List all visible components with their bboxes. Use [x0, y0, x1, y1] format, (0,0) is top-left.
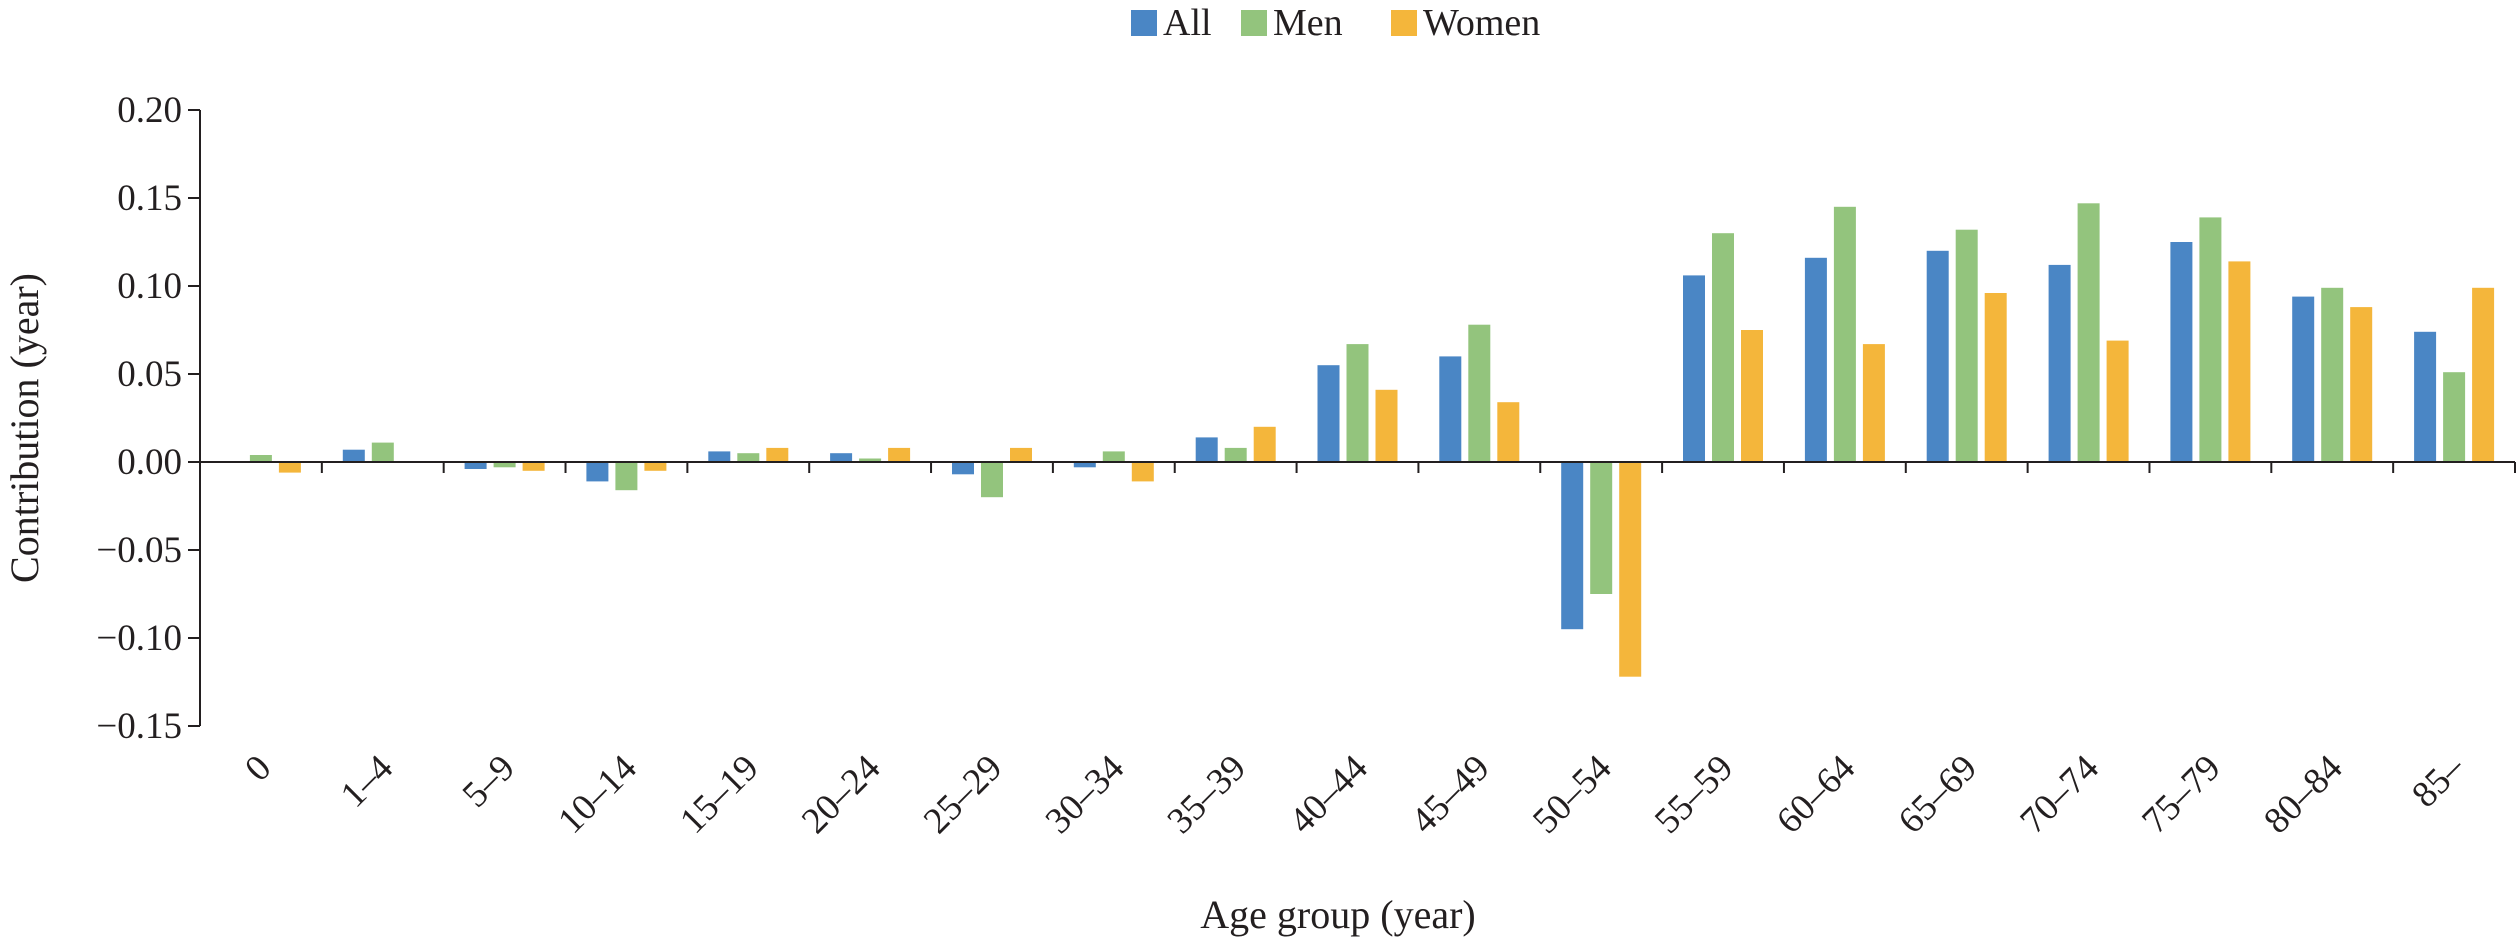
x-tick-label: 70–74 [2013, 747, 2107, 841]
x-tick-label: 50–54 [1525, 747, 1619, 841]
bar-men-4 [737, 453, 760, 462]
bar-men-12 [1712, 233, 1734, 462]
bar-women-8 [1253, 426, 1276, 462]
y-tick-label: 0.05 [117, 354, 182, 395]
bar-men-16 [2199, 217, 2222, 462]
legend-swatch-women [1391, 10, 1417, 36]
bar-all-14 [1926, 250, 1949, 462]
y-tick-label: 0.10 [117, 266, 182, 307]
bar-all-9 [1317, 365, 1340, 462]
x-tick-label: 0 [237, 747, 279, 789]
bar-all-10 [1439, 356, 1462, 462]
legend: All Men Women [1131, 2, 1540, 44]
bar-women-7 [1131, 462, 1154, 482]
y-tick-label: −0.10 [96, 618, 182, 659]
legend-swatch-all [1131, 10, 1157, 36]
y-axis-title: Contribution (year) [2, 273, 47, 583]
bar-men-14 [1955, 229, 1978, 462]
y-tick-label: 0.00 [117, 442, 182, 483]
bar-men-18 [2443, 372, 2466, 462]
bar-men-2 [493, 462, 516, 468]
bar-all-6 [952, 462, 974, 475]
bars [220, 203, 2495, 677]
x-tick-label: 30–34 [1038, 747, 1132, 841]
bar-women-10 [1497, 402, 1520, 462]
bar-women-6 [1010, 447, 1032, 462]
x-tick-label: 35–39 [1160, 747, 1254, 841]
x-tick-label: 60–64 [1769, 747, 1863, 841]
bar-men-9 [1346, 344, 1369, 462]
bar-men-3 [615, 462, 638, 491]
bar-women-14 [1984, 293, 2007, 462]
x-tick-label: 10–14 [550, 747, 644, 841]
bar-women-13 [1862, 344, 1885, 462]
bar-all-13 [1804, 257, 1827, 462]
legend-label-women: Women [1423, 2, 1540, 44]
legend-swatch-men [1241, 10, 1267, 36]
bar-men-0 [249, 455, 272, 462]
x-tick-label: 75–79 [2134, 747, 2228, 841]
bar-all-15 [2048, 264, 2071, 462]
bar-all-17 [2292, 296, 2315, 462]
bar-men-13 [1833, 206, 1856, 462]
bar-men-7 [1102, 451, 1125, 462]
bar-women-4 [766, 447, 789, 462]
legend-label-all: All [1163, 2, 1212, 44]
bar-all-16 [2170, 242, 2193, 462]
x-tick-label: 5–9 [455, 747, 523, 815]
bar-men-10 [1468, 324, 1491, 462]
bar-all-11 [1561, 462, 1584, 630]
x-tick-label: 15–19 [672, 747, 766, 841]
bar-all-4 [708, 451, 731, 462]
x-tick-label: 20–24 [794, 747, 888, 841]
x-tick-label: 65–69 [1891, 747, 1985, 841]
legend-label-men: Men [1273, 2, 1343, 44]
bar-women-15 [2106, 340, 2129, 462]
bar-men-6 [981, 462, 1003, 498]
axes: 0.20 0.15 0.10 0.05 0.00 −0.05 −0.10 −0.15 0 1–4 5… [96, 90, 2516, 842]
bar-men-11 [1590, 462, 1613, 594]
bar-women-9 [1375, 389, 1398, 462]
bar-all-2 [464, 462, 487, 469]
y-tick-label: −0.15 [96, 706, 182, 747]
x-tick-label: 25–29 [916, 747, 1010, 841]
bar-men-17 [2321, 287, 2344, 462]
x-tick-label: 45–49 [1403, 747, 1497, 841]
bar-all-18 [2414, 331, 2437, 462]
x-tick-label: 55–59 [1647, 747, 1741, 841]
x-axis-title: Age group (year) [1200, 892, 1475, 937]
bar-women-5 [888, 447, 911, 462]
bar-all-5 [830, 453, 853, 462]
bar-all-12 [1683, 275, 1705, 462]
bar-men-8 [1224, 447, 1247, 462]
bar-all-7 [1073, 462, 1096, 468]
bar-women-12 [1741, 330, 1763, 462]
x-tick-label: 40–44 [1281, 747, 1375, 841]
bar-all-3 [586, 462, 609, 482]
bar-women-11 [1619, 462, 1642, 677]
bar-men-5 [859, 458, 882, 462]
x-tick-label: 80–84 [2256, 747, 2350, 841]
y-tick-label: −0.05 [96, 530, 182, 571]
bar-women-0 [278, 462, 301, 473]
y-tick-label: 0.15 [117, 178, 182, 219]
bar-women-3 [644, 462, 667, 471]
bar-men-1 [371, 442, 394, 462]
y-tick-label: 0.20 [117, 90, 182, 131]
x-tick-label: 85– [2404, 747, 2473, 816]
bar-all-8 [1195, 437, 1218, 462]
bar-all-1 [342, 449, 365, 462]
x-tick-label: 1–4 [333, 747, 401, 815]
bar-women-18 [2472, 287, 2495, 462]
bar-women-2 [522, 462, 545, 471]
bar-women-16 [2228, 261, 2251, 462]
bar-women-17 [2350, 307, 2373, 462]
bar-men-15 [2077, 203, 2100, 463]
